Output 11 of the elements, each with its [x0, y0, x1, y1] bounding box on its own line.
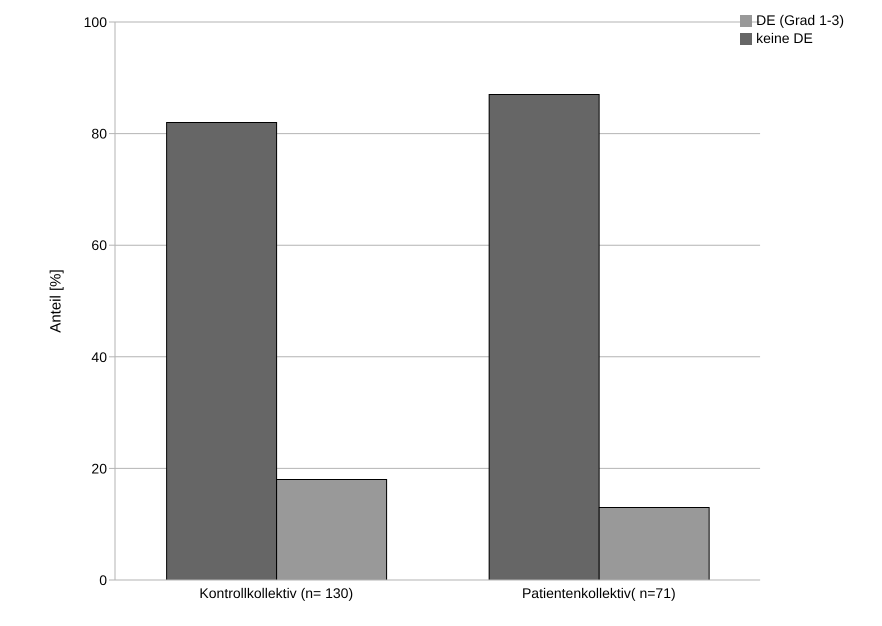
- y-tick-label: 0: [99, 572, 108, 588]
- y-axis-title: Anteil [%]: [47, 269, 64, 333]
- legend-label: DE (Grad 1-3): [756, 12, 844, 28]
- y-tick-label: 60: [91, 237, 108, 254]
- y-tick-label: 20: [91, 460, 108, 476]
- y-tick-label: 100: [84, 14, 108, 30]
- y-tick-label: 80: [91, 126, 108, 142]
- x-tick-label: Kontrollkollektiv (n= 130): [199, 584, 354, 601]
- legend-label: keine DE: [756, 30, 813, 46]
- x-tick-label: Patientenkollektiv( n=71): [522, 584, 676, 601]
- y-tick-label: 40: [91, 348, 108, 365]
